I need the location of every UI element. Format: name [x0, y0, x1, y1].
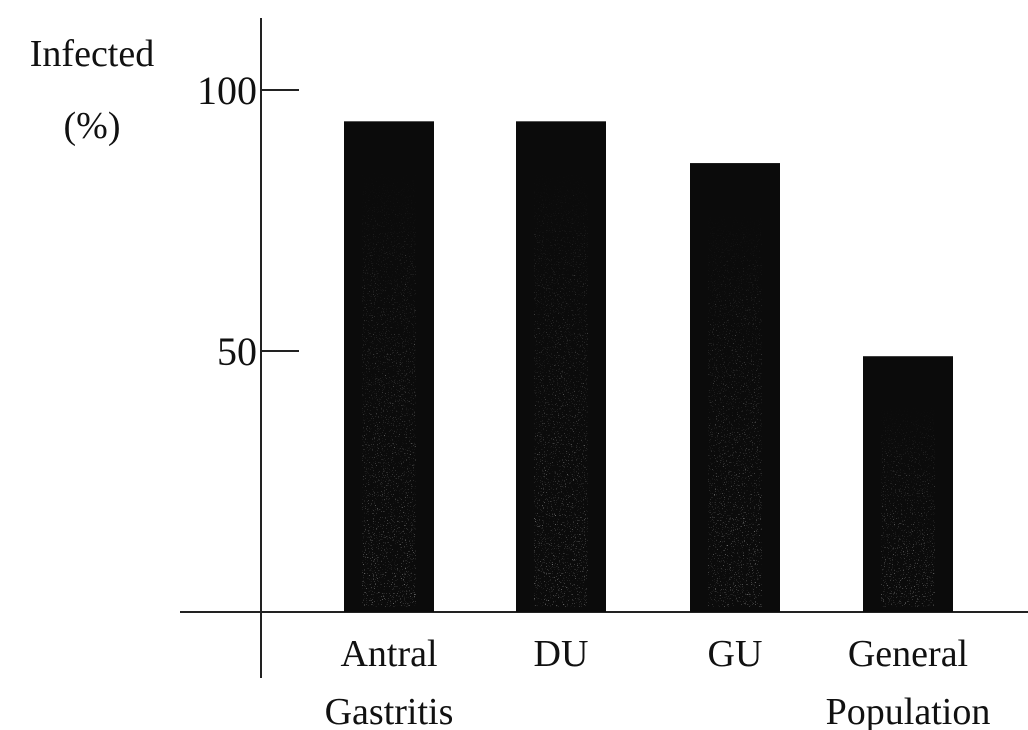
- bar-texture: [708, 213, 762, 607]
- x-category-label: Population: [826, 691, 991, 730]
- y-axis-label-line: (%): [64, 105, 121, 147]
- x-category-label: General: [848, 633, 968, 675]
- bars: [344, 121, 953, 612]
- x-category-label: Antral: [340, 633, 437, 675]
- y-axis-label: Infected (%): [30, 33, 154, 147]
- y-tick-label: 50: [217, 329, 257, 374]
- x-category-label: DU: [534, 633, 589, 675]
- x-category-label: GU: [708, 633, 763, 675]
- y-axis-label-line: Infected: [30, 33, 154, 75]
- x-category-label: Gastritis: [325, 691, 454, 730]
- y-tick-label: 100: [197, 68, 257, 113]
- bar-texture: [362, 171, 416, 607]
- y-ticks: 50 100: [197, 68, 299, 374]
- bar-texture: [881, 406, 935, 607]
- x-category-labels: Antral Gastritis DU GU General Population: [325, 633, 991, 730]
- bar-texture: [534, 171, 588, 607]
